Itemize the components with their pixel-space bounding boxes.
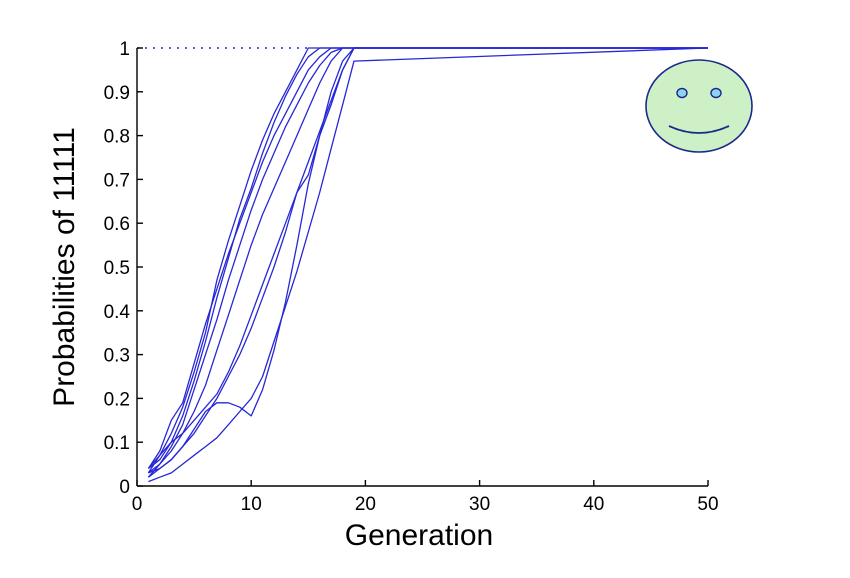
series-line-8 (148, 47, 709, 483)
series-line-4 (147, 47, 708, 478)
x-ticks: 0 10 20 30 40 50 (132, 480, 719, 515)
y-tick-label: 0.5 (104, 258, 130, 279)
smiley-face (645, 59, 753, 153)
x-tick-label: 40 (583, 494, 604, 515)
smiley-mouth (668, 125, 730, 134)
x-tick-label: 50 (697, 494, 718, 515)
y-tick-label: 0.7 (104, 170, 130, 191)
y-axis-title: Probabilities of 11111 (48, 127, 81, 407)
series-line-6 (148, 47, 708, 474)
y-tick-label: 0.3 (104, 346, 130, 367)
y-tick-label: 0 (119, 477, 130, 498)
y-tick-label: 1 (119, 39, 130, 60)
series-line-3 (147, 47, 708, 469)
y-tick-label: 0.6 (104, 214, 130, 235)
y-tick-label: 0.9 (104, 83, 130, 104)
y-ticks: 0 0.1 0.2 0.3 0.4 0.5 0.6 0.7 0.8 0.9 1 (104, 39, 143, 498)
series-line-2 (147, 47, 708, 474)
series-lines (147, 47, 709, 483)
y-tick-label: 0.8 (104, 127, 130, 148)
x-tick-label: 20 (355, 494, 376, 515)
y-tick-label: 0.2 (104, 389, 130, 410)
series-line-9 (147, 47, 708, 469)
x-tick-label: 30 (469, 494, 490, 515)
x-axis-title: Generation (345, 519, 493, 552)
smiley-face-icon (645, 59, 753, 153)
x-tick-label: 10 (241, 494, 262, 515)
y-tick-label: 0.1 (104, 433, 130, 454)
x-tick-label: 0 (132, 494, 143, 515)
series-line-5 (148, 47, 708, 474)
smiley-right-eye (710, 87, 722, 99)
series-line-1 (148, 47, 708, 470)
smiley-left-eye (676, 87, 688, 99)
y-tick-label: 0.4 (104, 302, 131, 323)
series-line-7 (148, 47, 708, 478)
